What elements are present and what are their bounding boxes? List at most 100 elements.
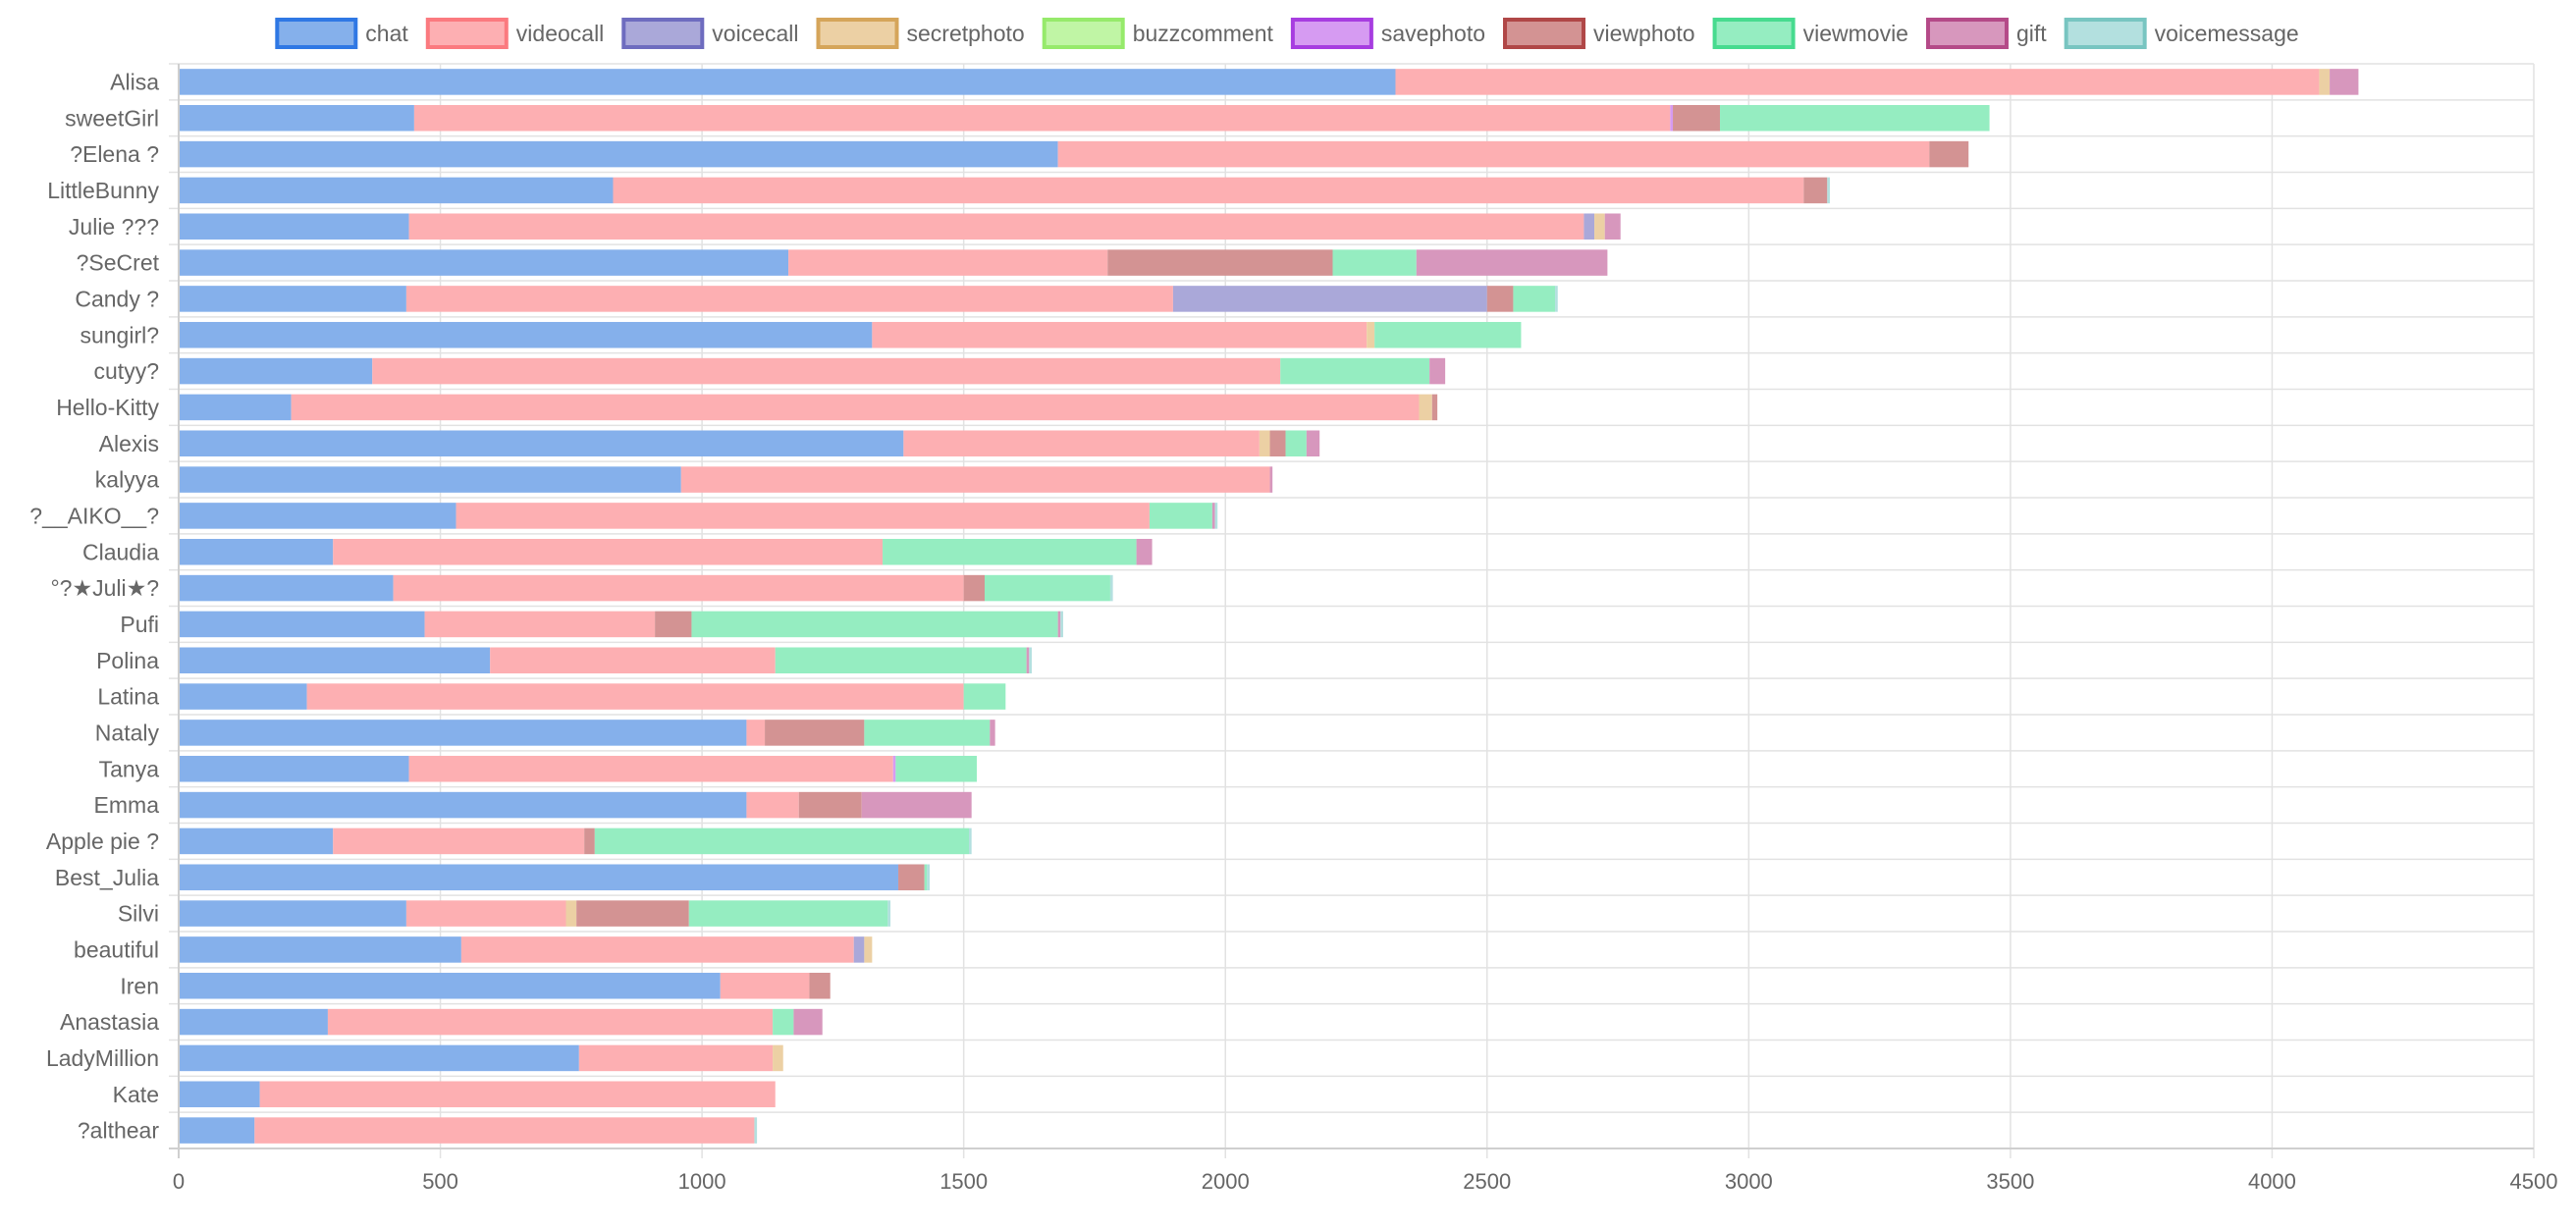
bar-segment-chat xyxy=(179,321,873,348)
category-label: ?althear xyxy=(78,1118,159,1144)
category-label: Kate xyxy=(113,1082,159,1107)
bar-segment-gift xyxy=(1026,647,1030,674)
category-label: Anastasia xyxy=(60,1009,159,1035)
legend-label-videocall: videocall xyxy=(516,21,605,46)
bar-segment-secretphoto xyxy=(1259,430,1270,457)
x-tick-label: 1000 xyxy=(678,1169,726,1194)
legend-item-voicecall[interactable]: voicecall xyxy=(621,18,799,49)
legend-swatch-savephoto xyxy=(1290,18,1373,49)
x-tick-label: 2000 xyxy=(1202,1169,1250,1194)
legend-swatch-videocall xyxy=(425,18,509,49)
legend-swatch-secretphoto xyxy=(816,18,899,49)
bar-segment-videocall xyxy=(720,972,810,999)
bar-segment-chat xyxy=(179,683,307,710)
bar-segment-gift xyxy=(1057,611,1061,638)
bar-segment-chat xyxy=(179,104,414,132)
legend-item-buzzcomment[interactable]: buzzcomment xyxy=(1042,18,1274,49)
category-label: Emma xyxy=(94,792,160,818)
category-label: sweetGirl xyxy=(65,105,159,131)
bar-segment-viewmovie xyxy=(864,720,991,746)
bar-segment-chat xyxy=(179,249,789,276)
bar-segment-videocall xyxy=(291,394,1420,421)
bar-segment-viewmovie xyxy=(1280,357,1430,385)
bar-segment-viewphoto xyxy=(1269,430,1286,457)
bar-segment-chat xyxy=(179,503,456,529)
bar-segment-videocall xyxy=(259,1081,776,1108)
legend-item-viewphoto[interactable]: viewphoto xyxy=(1503,18,1695,49)
bar-segment-viewmovie xyxy=(775,647,1027,674)
bar-segment-chat xyxy=(179,791,747,819)
bar-segment-chat xyxy=(179,755,409,782)
bar-segment-voicemessage xyxy=(887,900,891,927)
bar-segment-voicecall xyxy=(1583,213,1595,240)
bar-segment-viewphoto xyxy=(584,828,595,855)
bar-segment-videocall xyxy=(306,683,964,710)
bar-segment-viewmovie xyxy=(1374,321,1522,348)
x-tick-label: 1500 xyxy=(939,1169,988,1194)
bar-segment-chat xyxy=(179,936,461,963)
category-label: ?SeCret xyxy=(77,250,160,276)
legend-item-videocall[interactable]: videocall xyxy=(425,18,605,49)
bar-segment-videocall xyxy=(746,720,766,746)
legend-label-gift: gift xyxy=(2016,21,2047,46)
legend-item-chat[interactable]: chat xyxy=(275,18,408,49)
legend-label-voicecall: voicecall xyxy=(712,21,798,46)
category-label: Claudia xyxy=(82,539,159,564)
legend-swatch-buzzcomment xyxy=(1042,18,1125,49)
bar-segment-videocall xyxy=(405,286,1173,312)
category-label: Polina xyxy=(96,648,159,673)
bar-segment-videocall xyxy=(456,503,1150,529)
bar-segment-viewmovie xyxy=(883,538,1137,565)
bar-segment-videocall xyxy=(254,1117,755,1144)
bar-segment-voicemessage xyxy=(754,1117,758,1144)
bar-segment-gift xyxy=(2330,69,2359,95)
bar-segment-gift xyxy=(1269,466,1273,493)
bar-segment-videocall xyxy=(333,828,585,855)
legend-item-secretphoto[interactable]: secretphoto xyxy=(816,18,1025,49)
category-label: sungirl? xyxy=(80,322,159,347)
category-label: LittleBunny xyxy=(47,178,159,203)
category-label: Julie ??? xyxy=(69,214,159,240)
legend-swatch-voicecall xyxy=(621,18,705,49)
bar-segment-viewmovie xyxy=(1513,286,1556,312)
bar-segment-viewphoto xyxy=(655,611,692,638)
bar-segment-viewmovie xyxy=(1285,430,1307,457)
x-tick-label: 0 xyxy=(173,1169,185,1194)
bar-segment-secretphoto xyxy=(1594,213,1605,240)
category-label: ?__AIKO__? xyxy=(29,503,159,528)
bar-segment-videocall xyxy=(413,104,1671,132)
bar-segment-viewmovie xyxy=(924,864,928,891)
bar-segment-videocall xyxy=(788,249,1108,276)
bar-segment-viewmovie xyxy=(1149,503,1212,529)
bar-segment-videocall xyxy=(746,791,799,819)
bar-segment-gift xyxy=(1306,430,1320,457)
category-label: Pufi xyxy=(120,612,159,637)
bar-segment-videocall xyxy=(1057,140,1930,168)
bar-segment-chat xyxy=(179,864,899,891)
bar-segment-chat xyxy=(179,394,292,421)
bar-segment-voicemessage xyxy=(1109,574,1113,602)
bar-segment-viewmovie xyxy=(1332,249,1417,276)
bar-segment-chat xyxy=(179,611,425,638)
bar-segment-chat xyxy=(179,1044,579,1072)
bar-segment-chat xyxy=(179,1117,255,1144)
category-label: Alexis xyxy=(99,431,159,456)
bar-segment-chat xyxy=(179,177,614,204)
bar-segment-viewphoto xyxy=(1486,286,1514,312)
category-label: Hello-Kitty xyxy=(56,395,159,420)
legend-item-savephoto[interactable]: savephoto xyxy=(1290,18,1485,49)
legend-swatch-viewphoto xyxy=(1503,18,1586,49)
legend[interactable]: chat videocall voicecall secretphoto buzzcom… xyxy=(275,18,2299,49)
bar-segment-videocall xyxy=(903,430,1260,457)
category-label: Apple pie ? xyxy=(46,828,159,854)
bar-segment-chat xyxy=(179,647,491,674)
category-label: ?Elena ? xyxy=(70,141,159,167)
bar-segment-videocall xyxy=(424,611,656,638)
bar-segment-viewphoto xyxy=(765,720,865,746)
legend-item-voicemessage[interactable]: voicemessage xyxy=(2064,18,2299,49)
bar-segment-savephoto xyxy=(1670,104,1674,132)
legend-item-gift[interactable]: gift xyxy=(1925,18,2047,49)
bar-segment-videocall xyxy=(393,574,964,602)
legend-item-viewmovie[interactable]: viewmovie xyxy=(1712,18,1908,49)
bar-segment-videocall xyxy=(408,213,1584,240)
